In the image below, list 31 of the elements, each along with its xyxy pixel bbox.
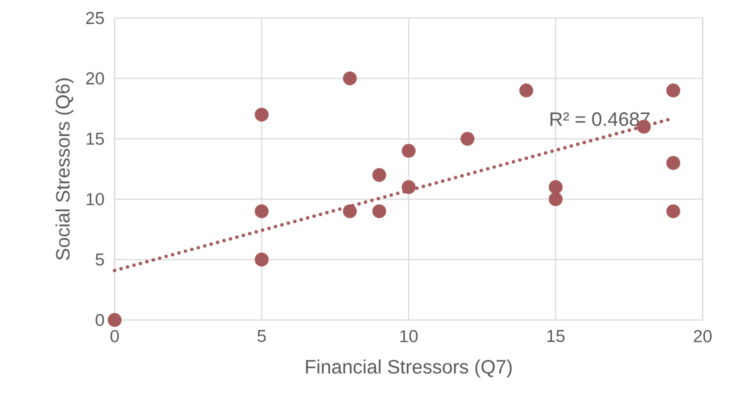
- point: [342, 71, 357, 86]
- x-tick-label: 5: [258, 330, 266, 342]
- y-tick-label: 0: [96, 314, 104, 326]
- annotation: R² = 0.4687: [550, 112, 650, 126]
- point: [254, 204, 269, 218]
- point: [254, 252, 269, 267]
- point: [342, 204, 357, 218]
- point: [666, 156, 680, 170]
- point: [402, 144, 416, 158]
- y-tick-label: 5: [96, 254, 104, 266]
- point: [460, 132, 474, 146]
- point: [666, 204, 680, 218]
- point: [548, 192, 563, 206]
- point: [402, 180, 416, 194]
- y-tick-label: 10: [86, 193, 104, 206]
- y-tick-label: 25: [86, 12, 104, 24]
- x-tick-label: 10: [400, 330, 418, 342]
- point: [372, 168, 386, 182]
- x-tick-label: 20: [694, 330, 712, 342]
- point: [666, 84, 680, 98]
- point: [372, 204, 386, 218]
- y-tick-label: 15: [86, 132, 104, 145]
- x-tick-label: 0: [110, 330, 119, 342]
- y-tick-label: 20: [86, 72, 104, 85]
- x-axis-title: Financial Stressors (Q7): [306, 359, 512, 378]
- x-tick-label: 15: [547, 330, 565, 342]
- y-axis-title: Social Stressors (Q6): [56, 78, 74, 260]
- point: [254, 108, 269, 122]
- point: [108, 313, 122, 327]
- point: [548, 180, 563, 194]
- point: [519, 84, 534, 98]
